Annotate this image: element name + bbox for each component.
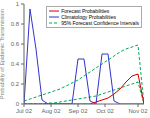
svg-text:Sep 02: Sep 02 [68, 108, 88, 114]
svg-text:1: 1 [16, 1, 20, 7]
svg-text:Oct 02: Oct 02 [96, 108, 114, 114]
svg-text:0: 0 [16, 101, 20, 107]
svg-text:0.6: 0.6 [11, 41, 20, 47]
html-text:Climatology Probabilities: Climatology Probabilities [61, 14, 116, 20]
svg-text:Jul 02: Jul 02 [16, 108, 33, 114]
svg-text:Nov 02: Nov 02 [128, 108, 148, 114]
svg-text:0.8: 0.8 [11, 21, 20, 27]
svg-text:Aug 02: Aug 02 [41, 108, 61, 114]
svg-text:0.2: 0.2 [11, 81, 20, 87]
html-text:Forecast Probabilities: Forecast Probabilities [61, 8, 110, 14]
svg-text:Probability of Epidemic Transm: Probability of Epidemic Transmission [0, 9, 5, 99]
svg-text:0.4: 0.4 [11, 61, 20, 67]
html-text:95% Forecast Confidence Interv: 95% Forecast Confidence Intervals [61, 20, 139, 26]
